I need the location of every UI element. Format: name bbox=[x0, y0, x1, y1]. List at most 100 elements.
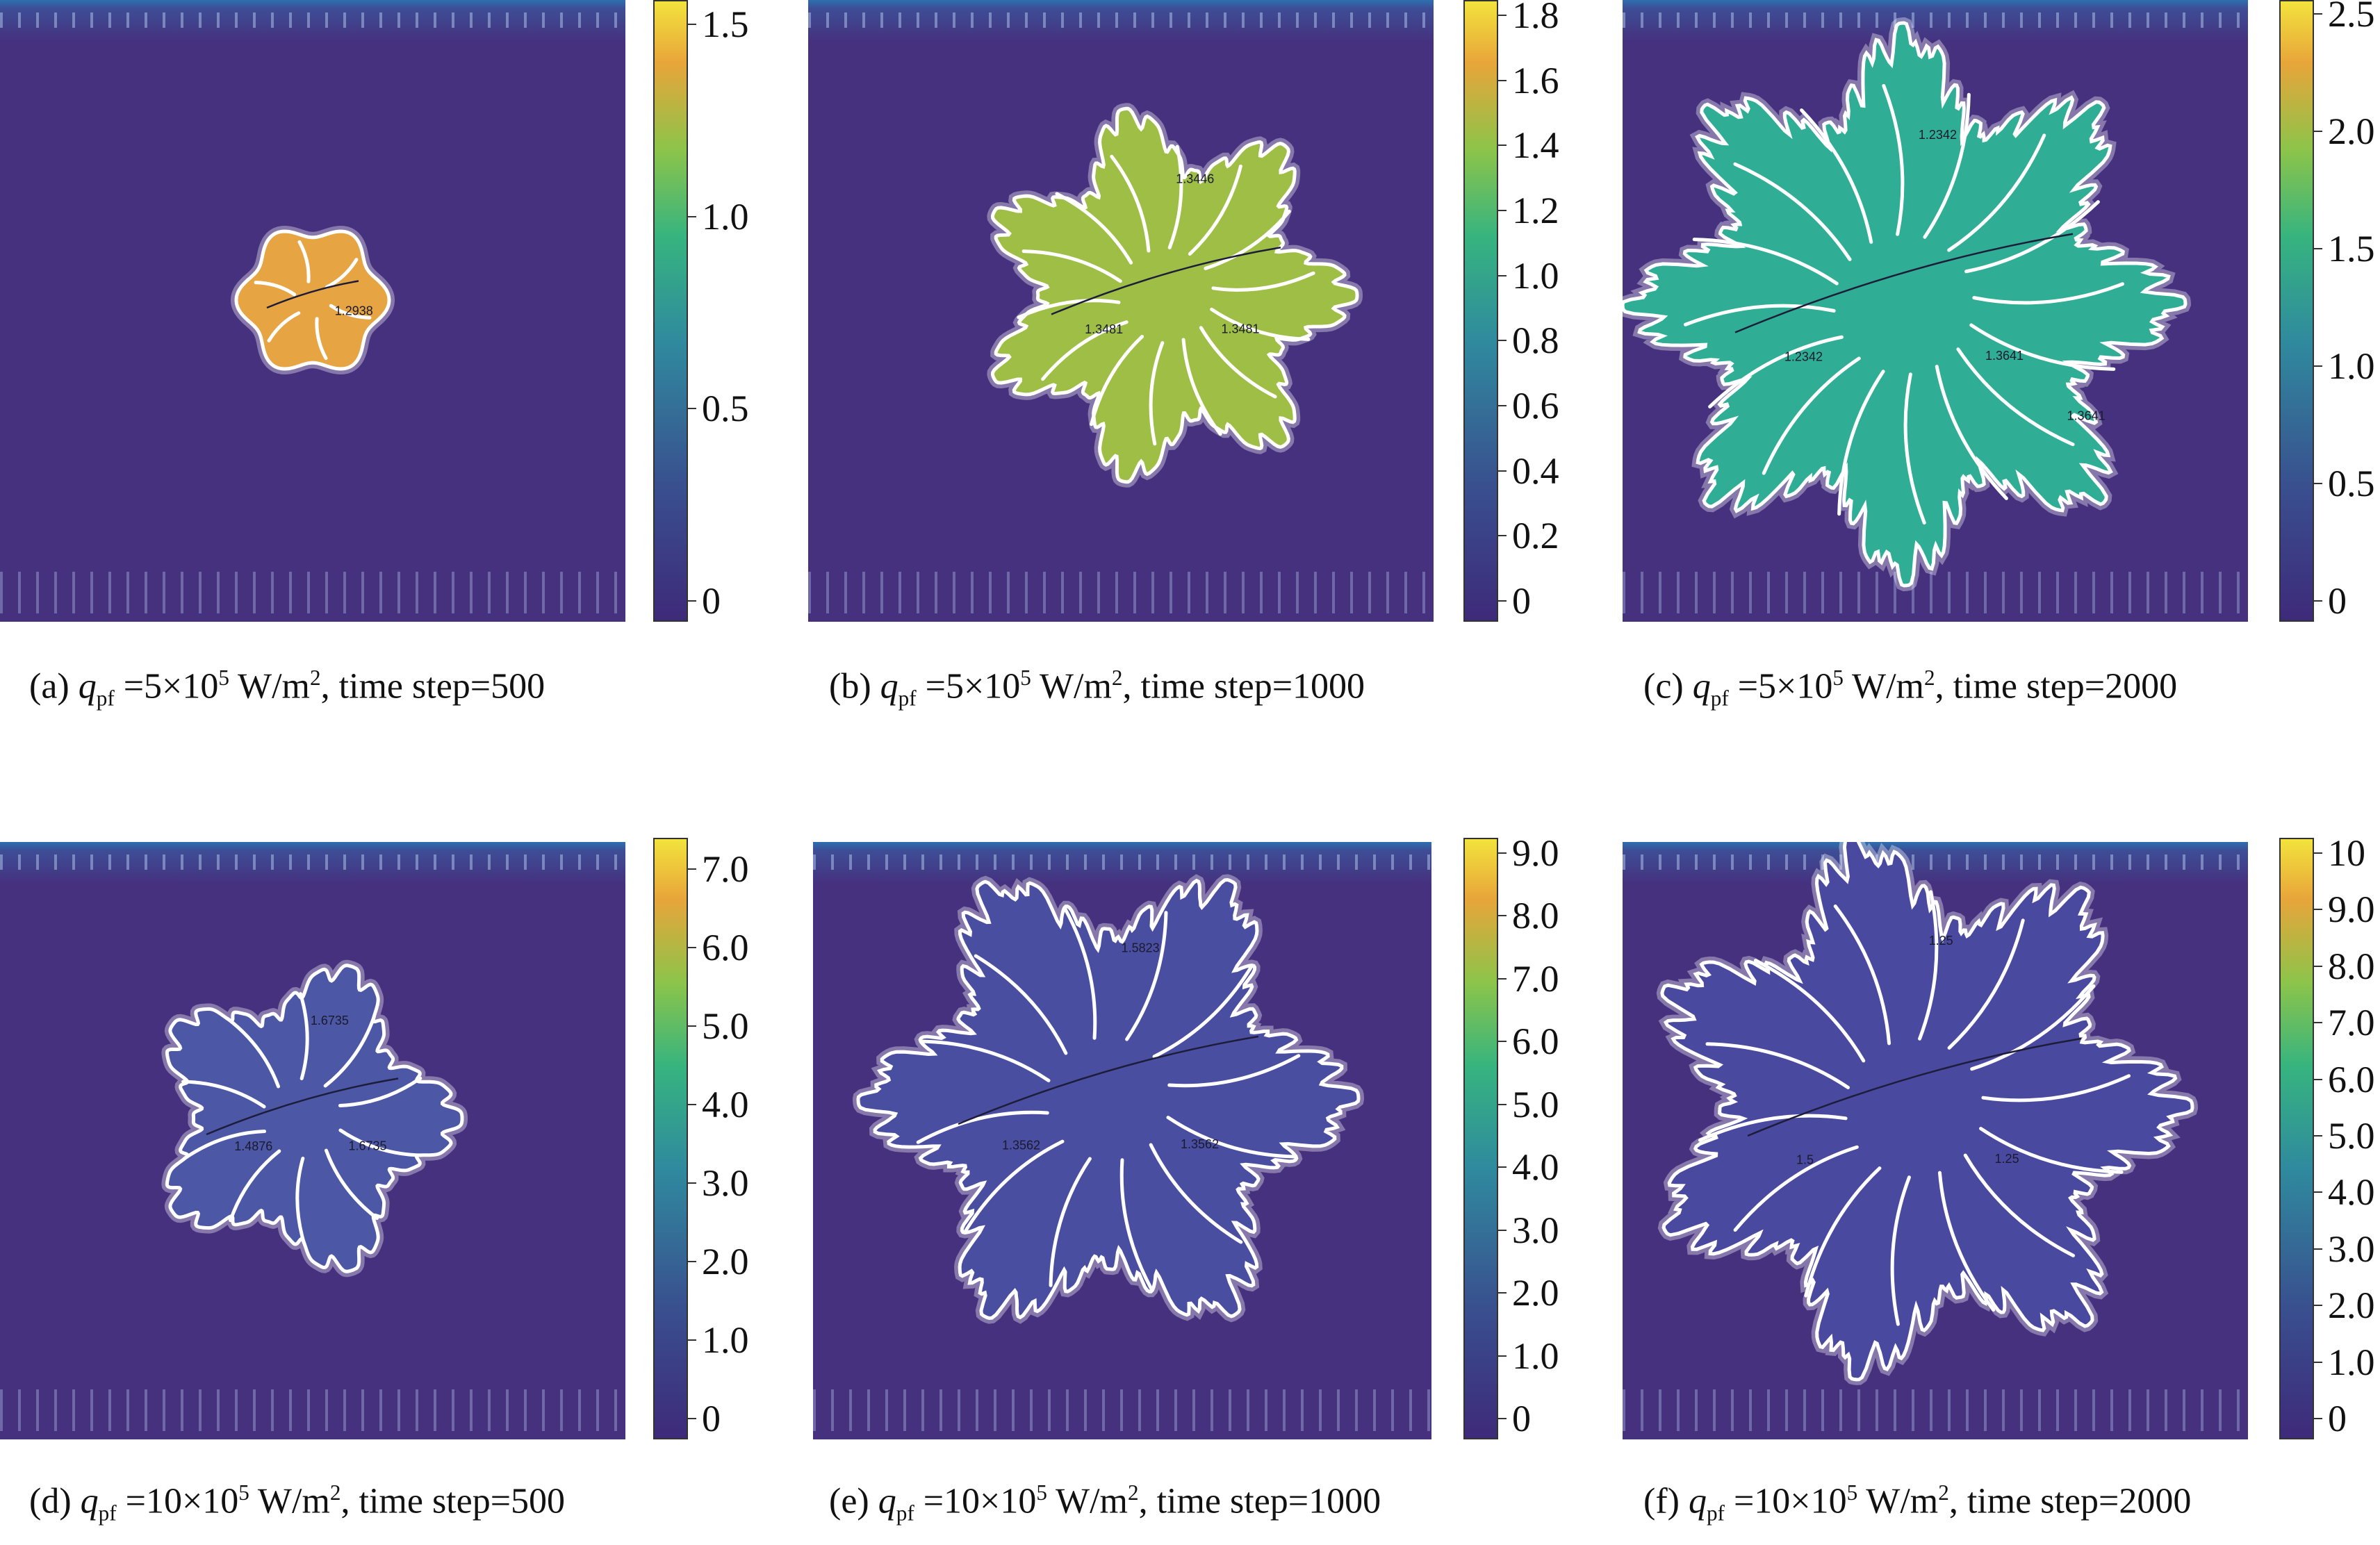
simulation-plot-e: 1.3562 1.3562 1.5823 bbox=[813, 842, 1431, 1439]
caption-rest: , time step=2000 bbox=[1935, 666, 2178, 707]
colorbar-c bbox=[2279, 0, 2314, 622]
ticks-top bbox=[0, 13, 625, 28]
caption-q: q bbox=[1688, 1481, 1707, 1521]
caption-unit: W/m bbox=[249, 1481, 330, 1521]
dendrite-channel bbox=[315, 317, 328, 361]
colorbar-tick-label: 0.5 bbox=[2314, 463, 2375, 504]
dendrite-channel bbox=[1833, 904, 1891, 1046]
dendrite-channel bbox=[920, 1039, 1051, 1082]
ticks-bot bbox=[808, 572, 1434, 613]
dendrite-channel bbox=[1063, 907, 1097, 1040]
dendrite-channel bbox=[1947, 918, 2025, 1050]
dendrite-channel bbox=[1882, 83, 1905, 236]
colorbar-tick-label: 0 bbox=[2314, 1398, 2347, 1439]
crystal-c: 1.3641 1.2342 1.2342 1.3641 bbox=[1623, 17, 2192, 592]
colorbar-tick-label: 0 bbox=[688, 580, 721, 622]
caption-unit: W/m bbox=[1857, 1481, 1939, 1521]
caption-d: (d) qpf =10×105 W/m2, time step=500 bbox=[29, 1480, 565, 1526]
caption-unit_exp: 2 bbox=[1128, 1480, 1139, 1505]
caption-sub: pf bbox=[898, 686, 917, 711]
dendrite-channel bbox=[1733, 162, 1852, 261]
crystal-f: 1.25 1.5 1.25 bbox=[1656, 842, 2199, 1385]
colorbar-tick-label: 8.0 bbox=[1498, 895, 1559, 937]
dendrite-channel bbox=[1753, 959, 1866, 1063]
caption-unit: W/m bbox=[1047, 1481, 1128, 1521]
crystal-outline bbox=[165, 964, 464, 1273]
caption-q: q bbox=[78, 666, 97, 707]
crystal-e: 1.3562 1.3562 1.5823 bbox=[852, 874, 1365, 1324]
contour-label: 1.25 bbox=[1995, 1152, 2019, 1166]
caption-eq: =5×10 bbox=[1728, 666, 1833, 707]
caption-q: q bbox=[880, 666, 898, 707]
dendrite-channel bbox=[181, 1080, 266, 1109]
crystal-outline bbox=[1623, 21, 2188, 588]
colorbar-tick-label: 5.0 bbox=[1498, 1083, 1559, 1125]
ticks-bot bbox=[0, 1389, 625, 1431]
contour-line bbox=[1747, 1037, 2082, 1137]
ticks-bot bbox=[1623, 572, 2248, 613]
dendrite-channel bbox=[1733, 1145, 1859, 1232]
caption-prefix: (a) bbox=[29, 666, 79, 707]
dendrite-channel bbox=[1021, 249, 1122, 283]
ticks-bot bbox=[813, 1389, 1431, 1431]
colorbar-tick-label: 3.0 bbox=[2314, 1228, 2375, 1270]
simulation-plot-d: 1.6735 1.4876 1.6735 bbox=[0, 842, 625, 1439]
colorbar-tick-label: 0.6 bbox=[1498, 385, 1559, 427]
colorbar-tick-label: 2.0 bbox=[2314, 1284, 2375, 1327]
dendrite-channel bbox=[1110, 154, 1151, 253]
colorbar-tick-label: 2.5 bbox=[2314, 0, 2375, 33]
dendrite-channel bbox=[1692, 238, 1839, 286]
contour-label: 1.5823 bbox=[1122, 941, 1160, 955]
dendrite-channel bbox=[324, 1148, 379, 1221]
dendrite-channel bbox=[1918, 890, 1939, 1041]
colorbar-tick-label: 9.0 bbox=[1498, 832, 1559, 874]
contour-line bbox=[206, 1077, 399, 1136]
contour-line bbox=[1051, 247, 1281, 315]
dendrite-channel bbox=[338, 1128, 423, 1157]
colorbar-f bbox=[2279, 838, 2314, 1439]
caption-c: (c) qpf =5×105 W/m2, time step=2000 bbox=[1643, 666, 2177, 711]
caption-unit_exp: 2 bbox=[1111, 666, 1123, 690]
colorbar-e bbox=[1463, 838, 1498, 1439]
dendrite-channel bbox=[1049, 1157, 1092, 1287]
colorbar-tick-label: 0.2 bbox=[1498, 515, 1559, 557]
caption-unit_exp: 2 bbox=[1924, 666, 1935, 690]
colorbar-tick-label: 5.0 bbox=[2314, 1115, 2375, 1157]
dendrite-channel bbox=[1188, 164, 1242, 256]
caption-b: (b) qpf =5×105 W/m2, time step=1000 bbox=[829, 666, 1365, 711]
simulation-plot-b: 1.3481 1.3481 1.3446 bbox=[808, 0, 1434, 622]
crystal-d: 1.6735 1.4876 1.6735 bbox=[161, 959, 468, 1278]
caption-sub: pf bbox=[98, 1501, 117, 1526]
caption-sub: pf bbox=[96, 686, 115, 711]
colorbar-tick-label: 8.0 bbox=[2314, 945, 2375, 987]
dendrite-channel bbox=[229, 1149, 281, 1223]
colorbar-tick-label: 1.0 bbox=[688, 195, 749, 238]
colorbar-tick-label: 0.4 bbox=[1498, 449, 1559, 492]
contour-line bbox=[958, 1035, 1259, 1125]
dendrite-channel bbox=[1149, 1143, 1243, 1244]
dendrite-channel bbox=[1890, 1175, 1911, 1326]
ticks-top bbox=[808, 13, 1434, 28]
caption-rest: , time step=500 bbox=[320, 666, 545, 707]
caption-unit: W/m bbox=[1031, 666, 1112, 707]
dendrite-channel bbox=[1210, 307, 1311, 341]
dendrite-channel bbox=[323, 1014, 376, 1088]
colorbar-tick-label: 7.0 bbox=[688, 848, 749, 890]
colorbar-tick-label: 4.0 bbox=[2314, 1171, 2375, 1214]
caption-q: q bbox=[1692, 666, 1711, 707]
dendrite-channel bbox=[1041, 320, 1129, 381]
dendrite-channel bbox=[1963, 1153, 2076, 1257]
dendrite-channel bbox=[1956, 347, 2075, 447]
dendrite-channel bbox=[254, 281, 297, 297]
colorbar-tick-label: 6.0 bbox=[688, 927, 749, 968]
dendrite-channel bbox=[1964, 200, 2100, 274]
contour-label: 1.2938 bbox=[335, 304, 373, 318]
caption-exp: 5 bbox=[1832, 666, 1844, 690]
dendrite-channel bbox=[297, 240, 311, 283]
dendrite-channel bbox=[974, 954, 1068, 1055]
colorbar-tick-label: 7.0 bbox=[1498, 957, 1559, 1000]
dendrite-channel bbox=[226, 1016, 281, 1089]
caption-unit_exp: 2 bbox=[1938, 1480, 1949, 1505]
caption-rest: , time step=500 bbox=[340, 1481, 566, 1521]
colorbar-b bbox=[1463, 0, 1498, 622]
